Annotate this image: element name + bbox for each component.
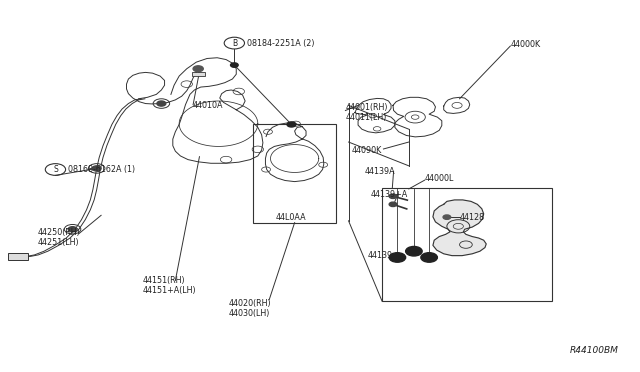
Circle shape (389, 194, 397, 198)
FancyBboxPatch shape (193, 72, 205, 76)
Text: 44L0AA: 44L0AA (276, 213, 306, 222)
Circle shape (421, 253, 437, 262)
Text: 44139+A: 44139+A (371, 190, 408, 199)
Circle shape (92, 166, 101, 171)
Text: R44100BM: R44100BM (570, 346, 618, 355)
Text: 44001(RH)
44011(LH): 44001(RH) 44011(LH) (346, 103, 388, 122)
Text: 08184-2251A (2): 08184-2251A (2) (247, 39, 314, 48)
Text: 44250(RH)
44251(LH): 44250(RH) 44251(LH) (38, 228, 81, 247)
Text: 44000L: 44000L (425, 174, 454, 183)
Circle shape (230, 63, 238, 67)
FancyBboxPatch shape (382, 188, 552, 301)
Text: 44020(RH)
44030(LH): 44020(RH) 44030(LH) (229, 299, 271, 318)
Text: 44010A: 44010A (193, 101, 223, 110)
FancyBboxPatch shape (253, 124, 336, 223)
Circle shape (389, 253, 406, 262)
Circle shape (68, 227, 77, 232)
Text: B: B (232, 39, 237, 48)
Text: S: S (53, 165, 58, 174)
Circle shape (406, 247, 422, 256)
Circle shape (157, 101, 166, 106)
Text: 44090K: 44090K (352, 145, 382, 155)
FancyBboxPatch shape (8, 253, 28, 260)
Circle shape (443, 215, 451, 219)
Text: 08168-6162A (1): 08168-6162A (1) (68, 165, 135, 174)
Text: 44000K: 44000K (510, 41, 540, 49)
Text: 44139: 44139 (367, 251, 393, 260)
Text: 44139A: 44139A (364, 167, 395, 176)
Text: 44128: 44128 (460, 213, 484, 222)
Text: 44151(RH)
44151+A(LH): 44151(RH) 44151+A(LH) (142, 276, 196, 295)
Circle shape (287, 122, 296, 127)
Polygon shape (433, 200, 486, 256)
Circle shape (389, 202, 397, 206)
Circle shape (193, 66, 204, 72)
